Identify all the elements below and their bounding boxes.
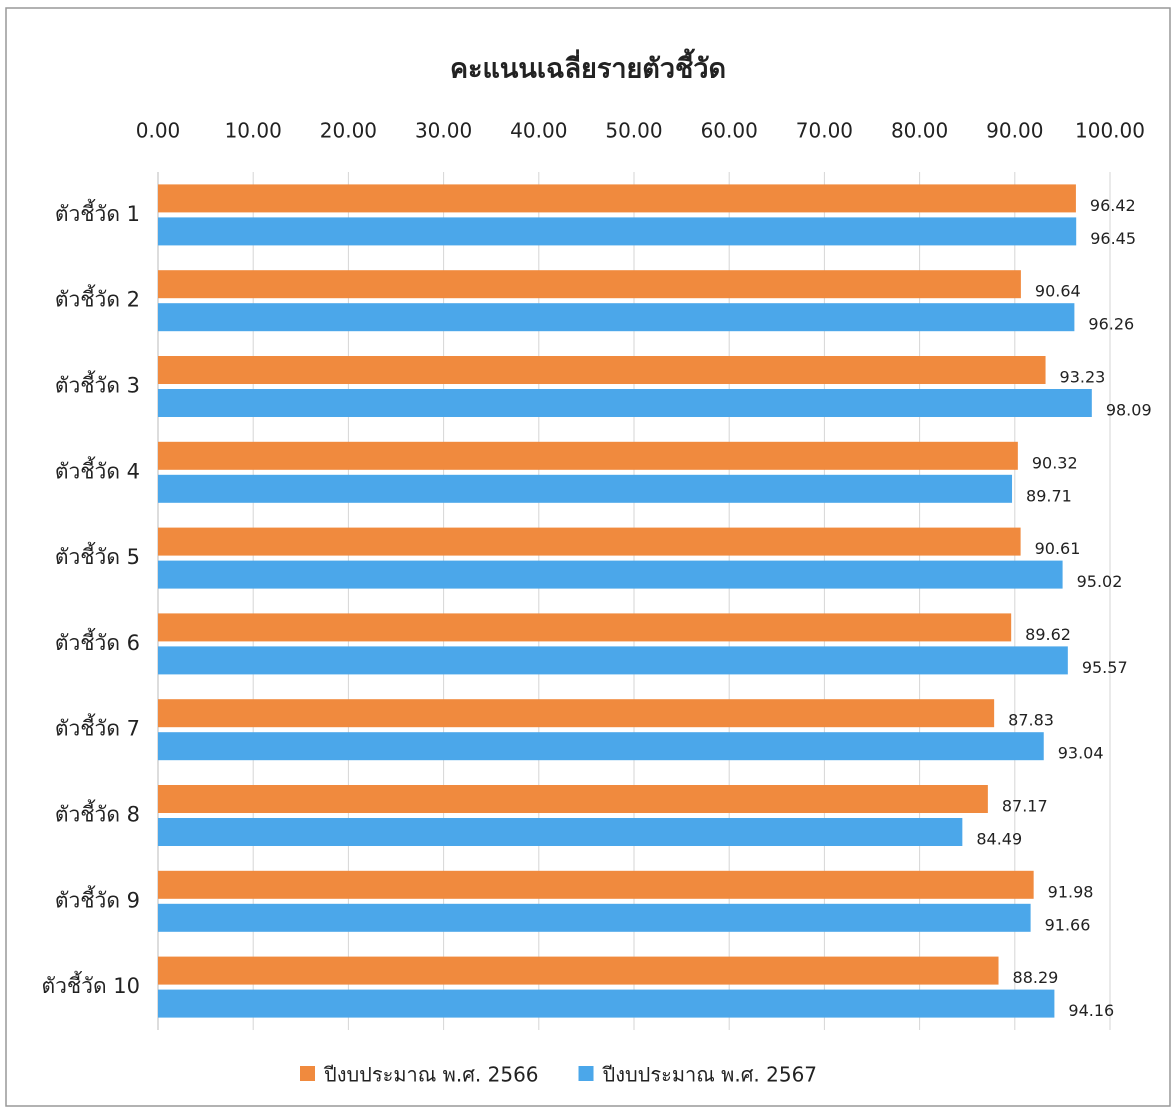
- bar: [158, 732, 1044, 761]
- y-tick-label: ตัวชี้วัด 3: [55, 371, 140, 398]
- bar: [158, 184, 1076, 213]
- data-label: 93.04: [1058, 744, 1104, 763]
- data-label: 90.64: [1035, 282, 1081, 301]
- bar: [158, 785, 988, 813]
- data-label: 94.16: [1068, 1001, 1114, 1020]
- x-tick-label: 10.00: [225, 119, 282, 143]
- bar: [158, 956, 999, 985]
- y-tick-label: ตัวชี้วัด 5: [55, 542, 140, 569]
- bar: [158, 818, 963, 846]
- bar: [158, 560, 1063, 589]
- bar: [158, 303, 1075, 332]
- data-label: 87.17: [1002, 797, 1048, 816]
- bar: [158, 989, 1055, 1018]
- data-label: 89.62: [1025, 625, 1071, 644]
- bar: [158, 474, 1013, 503]
- data-label: 96.42: [1090, 196, 1136, 215]
- bar: [158, 389, 1092, 417]
- data-label: 96.45: [1090, 229, 1136, 248]
- data-label: 96.26: [1088, 315, 1134, 334]
- bar: [158, 527, 1021, 556]
- data-label: 93.23: [1060, 368, 1106, 387]
- bar: [158, 699, 995, 728]
- x-tick-label: 70.00: [796, 119, 853, 143]
- legend-label: ปีงบประมาณ พ.ศ. 2566: [324, 1063, 539, 1087]
- x-tick-label: 20.00: [320, 119, 377, 143]
- legend-swatch: [300, 1066, 315, 1081]
- y-tick-label: ตัวชี้วัด 10: [41, 971, 140, 998]
- data-label: 90.32: [1032, 453, 1078, 472]
- bar: [158, 613, 1012, 642]
- x-tick-label: 30.00: [415, 119, 472, 143]
- bar: [158, 270, 1021, 299]
- bar: [158, 356, 1046, 384]
- y-tick-label: ตัวชี้วัด 2: [55, 285, 140, 312]
- x-tick-label: 60.00: [701, 119, 758, 143]
- y-tick-label: ตัวชี้วัด 7: [55, 714, 140, 741]
- data-label: 91.66: [1045, 915, 1091, 934]
- y-tick-label: ตัวชี้วัด 9: [55, 885, 140, 912]
- x-tick-label: 50.00: [605, 119, 662, 143]
- x-tick-label: 100.00: [1075, 119, 1145, 143]
- x-tick-label: 0.00: [136, 119, 181, 143]
- data-label: 84.49: [976, 830, 1022, 849]
- legend-swatch: [578, 1066, 594, 1081]
- y-tick-label: ตัวชี้วัด 4: [55, 456, 140, 483]
- chart-title: คะแนนเฉลี่ยรายตัวชี้วัด: [450, 48, 726, 85]
- data-label: 87.83: [1008, 711, 1054, 730]
- data-label: 91.98: [1048, 882, 1094, 901]
- x-tick-label: 80.00: [891, 119, 948, 143]
- data-label: 88.29: [1013, 968, 1059, 987]
- bar: [158, 870, 1034, 899]
- chart-frame: [5, 7, 1171, 1107]
- data-label: 95.02: [1077, 572, 1123, 591]
- bar: [158, 217, 1077, 246]
- data-label: 89.71: [1026, 486, 1072, 505]
- bar: [158, 441, 1018, 470]
- bar: [158, 903, 1031, 932]
- y-tick-label: ตัวชี้วัด 8: [55, 800, 140, 827]
- y-tick-label: ตัวชี้วัด 1: [55, 199, 140, 226]
- y-tick-label: ตัวชี้วัด 6: [55, 628, 140, 655]
- legend-label: ปีงบประมาณ พ.ศ. 2567: [602, 1063, 817, 1087]
- data-label: 95.57: [1082, 658, 1128, 677]
- data-label: 90.61: [1035, 539, 1081, 558]
- bar: [158, 646, 1068, 675]
- x-tick-label: 40.00: [510, 119, 567, 143]
- x-tick-label: 90.00: [986, 119, 1043, 143]
- data-label: 98.09: [1106, 401, 1152, 420]
